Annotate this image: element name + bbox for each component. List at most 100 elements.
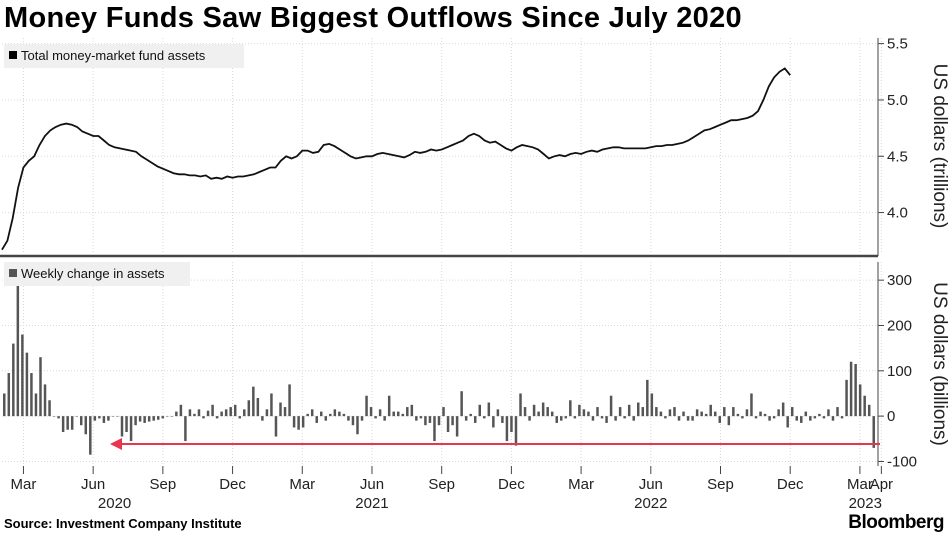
weekly-change-bar: [102, 416, 106, 423]
weekly-change-bar: [30, 373, 33, 417]
weekly-change-bar: [125, 416, 128, 432]
weekly-change-bar: [301, 416, 305, 428]
top-y-tick-label: 4.5: [887, 148, 908, 165]
weekly-change-bar: [347, 416, 350, 421]
weekly-change-bar: [618, 407, 622, 417]
weekly-change-bar: [727, 416, 731, 426]
weekly-change-bar: [786, 416, 789, 428]
weekly-change-bar: [252, 386, 255, 417]
weekly-change-bar: [229, 407, 232, 417]
weekly-change-bar: [392, 411, 395, 417]
weekly-change-bar: [569, 400, 572, 417]
weekly-change-bar: [197, 409, 201, 417]
weekly-change-bar: [822, 416, 826, 419]
weekly-change-bar: [12, 343, 15, 417]
source-note: Source: Investment Company Institute: [4, 516, 242, 531]
weekly-change-bar: [419, 416, 423, 419]
weekly-change-bar: [723, 407, 726, 417]
weekly-change-bar: [827, 409, 830, 417]
weekly-change-bar: [473, 416, 477, 423]
weekly-change-bar: [66, 416, 69, 430]
x-tick-label: Mar: [847, 476, 873, 493]
weekly-change-bar: [111, 416, 115, 417]
weekly-change-bar: [573, 416, 577, 419]
x-tick-label: Dec: [498, 476, 525, 493]
weekly-change-bar: [673, 407, 676, 417]
weekly-change-bar: [718, 416, 722, 423]
weekly-change-bar: [514, 416, 518, 446]
weekly-change-bar: [238, 416, 241, 419]
bottom-legend: Weekly change in assets: [4, 262, 190, 286]
x-tick-label: Mar: [11, 476, 37, 493]
weekly-change-bar: [107, 416, 110, 421]
weekly-change-bar: [582, 409, 586, 417]
bottom-y-tick-label: 200: [887, 317, 912, 334]
weekly-change-bar: [745, 409, 749, 417]
weekly-change-bar: [193, 413, 196, 417]
weekly-change-bar: [21, 334, 24, 417]
weekly-change-bar: [600, 416, 604, 419]
weekly-change-bar: [442, 407, 445, 417]
weekly-change-bar: [89, 416, 92, 455]
weekly-change-bar: [668, 409, 672, 417]
x-year-label: 2022: [634, 495, 667, 512]
weekly-change-bar: [292, 416, 296, 428]
weekly-change-bar: [682, 411, 685, 417]
weekly-change-bar: [116, 416, 119, 417]
top-y-axis-label: US dollars (trillions): [929, 64, 950, 229]
weekly-change-bar: [34, 393, 38, 417]
weekly-change-bar: [541, 402, 545, 417]
weekly-change-bar: [492, 416, 495, 428]
weekly-change-bar: [274, 416, 278, 437]
x-tick-label: Jun: [360, 476, 384, 493]
weekly-change-bar: [329, 413, 332, 417]
weekly-change-bar: [16, 284, 20, 417]
weekly-change-bar: [351, 416, 355, 426]
weekly-change-bar: [655, 407, 658, 417]
weekly-change-bar: [560, 416, 563, 421]
x-tick-label: Jun: [81, 476, 105, 493]
weekly-change-bar: [532, 404, 536, 417]
weekly-change-bar: [3, 393, 6, 417]
weekly-change-bar: [152, 416, 155, 421]
weekly-change-bar: [781, 402, 785, 417]
weekly-change-bar: [93, 416, 97, 421]
weekly-change-bar: [772, 416, 776, 419]
weekly-change-bar: [555, 416, 558, 423]
weekly-change-bar: [48, 400, 51, 417]
weekly-change-bar: [455, 416, 459, 437]
weekly-change-bar: [632, 416, 635, 421]
weekly-change-bar: [614, 416, 617, 421]
weekly-change-bar: [596, 407, 599, 417]
weekly-change-bar: [546, 407, 549, 417]
bloomberg-logo: Bloomberg: [848, 512, 944, 533]
top-y-tick-label: 5.0: [887, 92, 908, 109]
weekly-change-bar: [324, 416, 328, 421]
weekly-change-bar: [528, 416, 531, 421]
weekly-change-bar: [578, 404, 581, 417]
weekly-change-bar: [858, 384, 862, 417]
weekly-change-bar: [704, 413, 708, 417]
weekly-change-bar: [224, 409, 228, 417]
weekly-change-bar: [57, 416, 60, 419]
chart-title: Money Funds Saw Biggest Outflows Since J…: [4, 2, 742, 34]
weekly-change-bar: [233, 404, 237, 417]
weekly-change-bar: [777, 409, 780, 417]
weekly-change-bar: [306, 413, 309, 417]
weekly-change-bar: [188, 409, 192, 417]
weekly-change-bar: [700, 411, 703, 417]
weekly-change-bar: [179, 404, 183, 417]
x-tick-label: Apr: [870, 476, 893, 493]
weekly-change-bar: [52, 416, 56, 417]
weekly-change-bar: [383, 416, 386, 421]
weekly-change-bar: [836, 407, 839, 417]
x-axis-ticks: Mar Jun Sep Dec Mar Jun Sep Dec Mar Jun Sep Dec MarA…: [11, 466, 893, 512]
outflow-arrow-annotation: [110, 438, 880, 450]
weekly-change-bar: [320, 411, 323, 417]
weekly-change-bar: [464, 416, 468, 421]
weekly-change-bar: [261, 416, 264, 421]
top-panel-y-ticks: 4.0 4.5 5.0 5.5: [878, 36, 908, 222]
weekly-change-bar: [759, 411, 762, 417]
x-tick-label: Mar: [568, 476, 594, 493]
